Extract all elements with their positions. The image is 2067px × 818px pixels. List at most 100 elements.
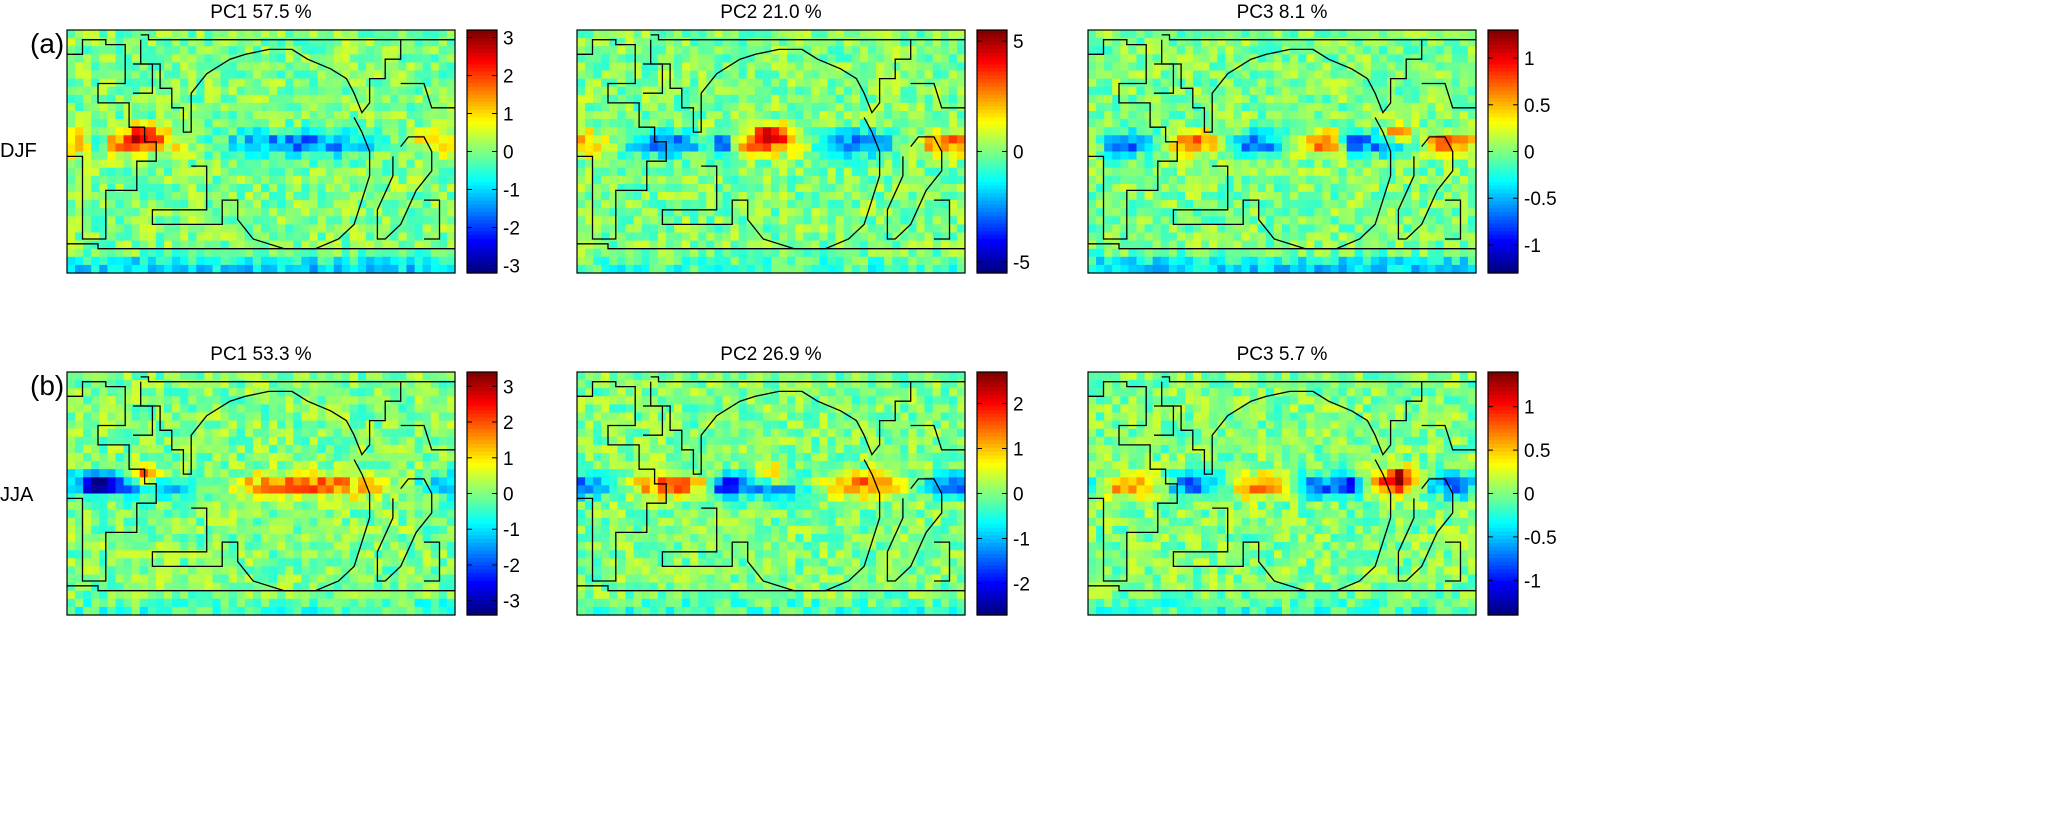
heatmap-cell [1209, 30, 1218, 39]
heatmap-cell [285, 111, 294, 120]
heatmap-cell [1241, 264, 1251, 274]
heatmap-cell [746, 46, 756, 55]
colorbar-swatch [977, 56, 1007, 61]
heatmap-cell [746, 192, 756, 201]
heatmap-cell [67, 111, 76, 120]
heatmap-cell [422, 183, 432, 193]
heatmap-cell [422, 70, 432, 80]
heatmap-cell [1419, 224, 1429, 234]
heatmap-cell [1467, 183, 1477, 193]
heatmap-cell [1330, 208, 1340, 217]
heatmap-cell [422, 264, 432, 274]
colorbar-swatch [977, 48, 1007, 54]
heatmap-cell [91, 135, 100, 144]
heatmap-cell [924, 54, 934, 63]
heatmap-cell [382, 119, 391, 128]
heatmap-cell [172, 94, 181, 104]
heatmap-cell [1104, 192, 1113, 201]
heatmap-cell [811, 78, 821, 88]
heatmap-cell [762, 102, 772, 112]
heatmap-cell [1096, 256, 1105, 266]
heatmap-cell [1201, 30, 1210, 39]
heatmap-cell [908, 143, 918, 153]
coastline [424, 199, 441, 240]
heatmap-cell [682, 46, 691, 55]
heatmap-cell [1379, 135, 1388, 144]
heatmap-cell [341, 86, 351, 96]
heatmap-cell [196, 159, 206, 169]
heatmap-cell [374, 167, 383, 177]
heatmap-cell [827, 135, 837, 144]
heatmap-cell [107, 94, 117, 104]
heatmap-cell [746, 224, 756, 234]
heatmap-cell [1273, 119, 1283, 128]
heatmap-cell [738, 143, 748, 153]
heatmap-cell [1451, 175, 1461, 185]
heatmap-cell [293, 248, 303, 258]
heatmap-cell [795, 119, 804, 128]
heatmap-cell [285, 208, 294, 217]
heatmap-cell [83, 46, 92, 55]
heatmap-cell [779, 135, 788, 144]
heatmap-cell [374, 256, 383, 266]
heatmap-cell [1282, 167, 1291, 177]
heatmap-cell [1249, 192, 1259, 201]
heatmap-cell [649, 264, 659, 274]
heatmap-cell [99, 396, 109, 405]
heatmap-cell [1217, 256, 1227, 266]
heatmap-cell [325, 127, 335, 136]
heatmap-cell [787, 38, 796, 47]
heatmap-cell [884, 54, 893, 63]
heatmap-cell [1144, 256, 1154, 266]
heatmap-cell [1346, 86, 1356, 96]
heatmap-cell [91, 192, 100, 201]
colorbar-swatch [977, 98, 1007, 103]
heatmap-cell [706, 216, 716, 225]
heatmap-cell [269, 388, 278, 397]
heatmap-cell [787, 70, 796, 80]
heatmap-cell [164, 192, 173, 201]
heatmap-cell [1330, 30, 1340, 39]
heatmap-cell [698, 208, 707, 217]
heatmap-cell [1467, 30, 1477, 39]
heatmap-cell [139, 240, 149, 250]
heatmap-cell [754, 151, 764, 161]
heatmap-cell [366, 372, 375, 381]
heatmap-cell [674, 143, 683, 153]
heatmap-cell [398, 192, 408, 201]
heatmap-cell [876, 264, 885, 274]
heatmap-cell [1427, 248, 1437, 258]
heatmap-cell [730, 111, 740, 120]
heatmap-cell [835, 78, 845, 88]
heatmap-cell [406, 86, 416, 96]
heatmap-cell [358, 54, 367, 63]
heatmap-cell [787, 159, 796, 169]
heatmap-cell [884, 232, 893, 242]
heatmap-cell [641, 119, 651, 128]
heatmap-cell [131, 200, 141, 209]
heatmap-cell [948, 62, 958, 72]
heatmap-cell [674, 183, 683, 193]
heatmap-cell [1241, 159, 1251, 169]
heatmap-cell [1290, 256, 1299, 266]
heatmap-cell [406, 216, 416, 225]
heatmap-cell [261, 38, 270, 47]
heatmap-cell [746, 232, 756, 242]
heatmap-cell [1387, 175, 1396, 185]
heatmap-cell [252, 232, 262, 242]
heatmap-cell [107, 388, 117, 397]
heatmap-cell [446, 248, 456, 258]
heatmap-cell [1225, 119, 1235, 128]
heatmap-cell [617, 167, 627, 177]
heatmap-cell [91, 102, 100, 112]
heatmap-cell [1443, 38, 1453, 47]
heatmap-cell [1201, 264, 1210, 274]
heatmap-cell [358, 192, 367, 201]
heatmap-cell [722, 30, 732, 39]
coastline [140, 39, 402, 133]
heatmap-cell [1136, 232, 1146, 242]
heatmap-cell [123, 175, 133, 185]
heatmap-cell [714, 175, 724, 185]
heatmap-cell [285, 94, 294, 104]
heatmap-cell [900, 240, 910, 250]
